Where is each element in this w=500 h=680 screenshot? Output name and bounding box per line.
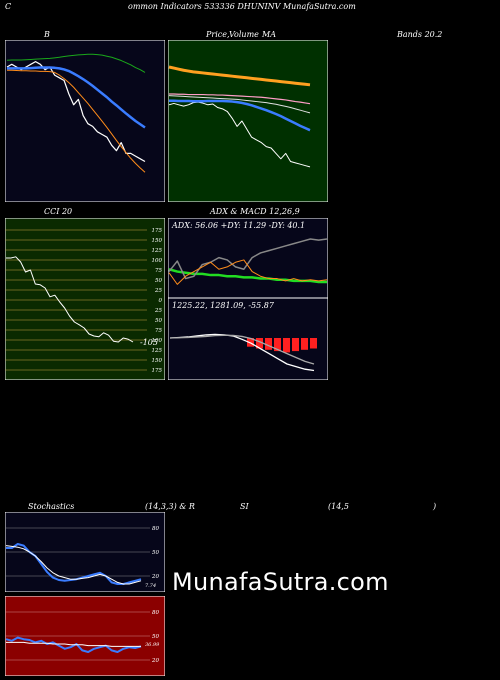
price-ma-pink-line bbox=[169, 93, 311, 105]
cci-tick-label: 125 bbox=[152, 248, 163, 254]
cci-tick-label: 25 bbox=[154, 288, 162, 294]
macd-histogram-bar bbox=[292, 338, 299, 352]
cci-tick-label: 75 bbox=[155, 268, 162, 274]
watermark: MunafaSutra.com bbox=[172, 568, 389, 596]
bollinger-frame bbox=[5, 40, 165, 202]
price-ma-blue-line bbox=[169, 99, 311, 132]
macd-text: 1225.22, 1281.09, -55.87 bbox=[172, 301, 275, 310]
stochastics-params: (14,3,3) & R bbox=[145, 502, 195, 511]
macd-histogram-bar bbox=[301, 338, 308, 350]
cci-frame bbox=[5, 218, 165, 380]
rsi-tick-label: 80 bbox=[152, 610, 159, 616]
cci-tick-label: 50 bbox=[155, 318, 162, 324]
cci-tick-label: 175 bbox=[152, 368, 163, 374]
macd-histogram-bar bbox=[283, 338, 290, 353]
macd-histogram-bar bbox=[274, 338, 281, 352]
bollinger-upper-line bbox=[6, 53, 146, 73]
macd-histogram-bar bbox=[310, 338, 317, 349]
rsi-label: SI bbox=[240, 502, 249, 511]
price-ma-frame bbox=[168, 40, 328, 202]
stochastics-tick-label: 20 bbox=[151, 574, 159, 580]
stochastics-d-line bbox=[5, 545, 142, 585]
macd-signal-line bbox=[169, 334, 315, 365]
price-close-line bbox=[168, 101, 311, 168]
stochastics-tick-label: 50 bbox=[152, 550, 159, 556]
adx-macd-label: ADX & MACD 12,26,9 bbox=[210, 207, 300, 216]
bollinger-middle-line bbox=[7, 66, 146, 129]
page-title: ommon Indicators 533336 DHUNINV MunafaSu… bbox=[128, 2, 356, 11]
cci-last-value: -105 bbox=[140, 338, 158, 347]
price-ma-white-line bbox=[168, 95, 311, 114]
cci-tick-label: 0 bbox=[159, 298, 163, 304]
ma-label: MA bbox=[262, 30, 276, 39]
macd-histogram-bar bbox=[265, 338, 272, 350]
cci-chart: 175 150 125 100 75 50 25 0 25 50 75 100 125 150 175 -10… bbox=[5, 218, 165, 380]
cci-line bbox=[6, 256, 134, 343]
macd-chart: 1225.22, 1281.09, -55.87 bbox=[168, 298, 328, 380]
cci-label: CCI 20 bbox=[44, 207, 73, 216]
rsi-chart: 80 50 20 36.99 bbox=[5, 596, 165, 676]
macd-histogram-bar bbox=[256, 338, 263, 349]
stochastics-label: Stochastics bbox=[28, 502, 75, 511]
adx-text: ADX: 56.06 +DY: 11.29 -DY: 40.1 bbox=[171, 221, 305, 230]
stochastics-tick-label: 80 bbox=[152, 526, 159, 532]
rsi-paren: ) bbox=[433, 502, 437, 511]
rsi-tick-label: 50 bbox=[152, 634, 159, 640]
price-label: Price, bbox=[206, 30, 230, 39]
adx-chart: ADX: 56.06 +DY: 11.29 -DY: 40.1 bbox=[168, 218, 328, 298]
cci-tick-label: 100 bbox=[152, 338, 163, 344]
header-left-char: C bbox=[5, 2, 12, 11]
cci-tick-label: 125 bbox=[152, 348, 163, 354]
adx-plus-di-line bbox=[168, 259, 328, 285]
rsi-rsi-line bbox=[5, 636, 142, 653]
rsi-tick-label: 20 bbox=[151, 658, 159, 664]
cci-tick-label: 175 bbox=[152, 228, 163, 234]
stochastics-last-value: 7.74 bbox=[145, 583, 156, 589]
rsi-last-value: 36.99 bbox=[145, 642, 160, 648]
cci-tick-label: 150 bbox=[152, 238, 163, 244]
cci-tick-label: 25 bbox=[154, 308, 162, 314]
adx-frame bbox=[168, 218, 328, 298]
cci-tick-label: 75 bbox=[155, 328, 162, 334]
cci-tick-label: 150 bbox=[152, 358, 163, 364]
bollinger-label: B bbox=[44, 30, 50, 39]
bollinger-chart bbox=[5, 40, 165, 202]
cci-tick-label: 50 bbox=[155, 278, 162, 284]
macd-macd-line bbox=[169, 333, 315, 372]
bands-label: Bands 20.2 bbox=[397, 30, 443, 39]
cci-tick-label: 100 bbox=[152, 258, 163, 264]
price-ma-orange-line bbox=[168, 65, 311, 87]
volume-label: Volume bbox=[229, 30, 259, 39]
rsi-params: (14,5 bbox=[328, 502, 349, 511]
rsi-ref-line bbox=[6, 641, 141, 647]
bollinger-lower-line bbox=[7, 69, 146, 173]
bollinger-close-line bbox=[6, 61, 146, 163]
adx-minus-di-line bbox=[168, 238, 328, 280]
price-ma-chart bbox=[168, 40, 328, 202]
stochastics-chart: 80 50 20 7.74 bbox=[5, 512, 165, 592]
